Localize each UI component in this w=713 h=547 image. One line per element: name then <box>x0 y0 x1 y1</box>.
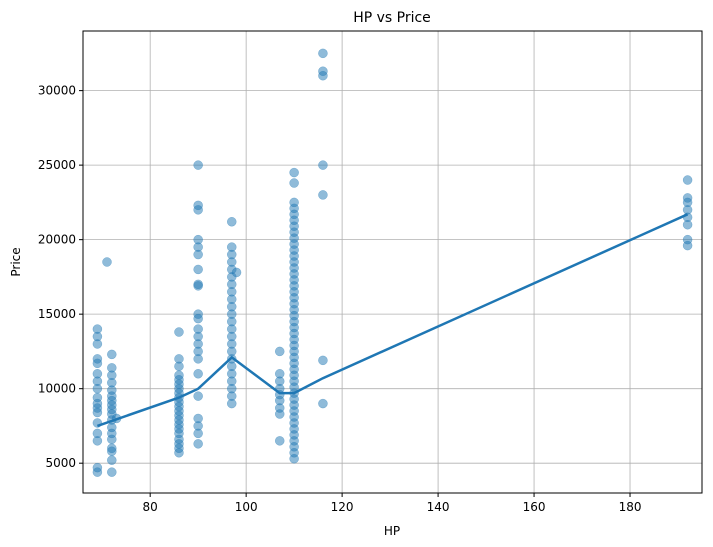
grid-lines <box>83 31 702 493</box>
data-point <box>318 190 328 200</box>
data-point <box>193 279 203 290</box>
data-point <box>318 398 328 409</box>
data-point <box>274 346 285 357</box>
data-point <box>289 178 299 188</box>
data-point <box>174 370 184 381</box>
data-point <box>107 349 117 360</box>
data-point <box>193 200 203 211</box>
chart-title: HP vs Price <box>353 10 431 26</box>
data-point <box>193 264 203 275</box>
data-point <box>289 167 299 178</box>
data-point <box>318 48 328 59</box>
data-point <box>193 439 203 449</box>
data-point <box>174 327 184 337</box>
data-point <box>174 354 184 364</box>
y-tick-label: 25000 <box>38 158 76 172</box>
x-tick-label: 120 <box>331 500 354 514</box>
data-point <box>107 443 117 454</box>
y-axis-ticks: 5000 10000 15000 20000 25000 30000 <box>38 84 83 470</box>
x-tick-label: 160 <box>523 500 546 514</box>
trend-line <box>96 213 689 428</box>
data-point <box>318 355 328 366</box>
x-tick-label: 140 <box>427 500 450 514</box>
data-point <box>193 369 203 379</box>
data-point <box>682 234 693 245</box>
data-point <box>102 257 112 267</box>
data-point <box>193 391 203 401</box>
data-point <box>92 369 103 379</box>
data-point <box>92 462 103 473</box>
scatter-points <box>92 48 693 477</box>
data-point <box>193 324 203 334</box>
data-point <box>274 369 285 379</box>
data-point <box>92 428 103 439</box>
data-point <box>289 197 299 208</box>
data-point <box>318 66 328 76</box>
data-point <box>193 309 203 319</box>
data-point <box>318 160 328 170</box>
data-point <box>92 392 103 403</box>
data-point <box>107 455 117 465</box>
y-tick-label: 10000 <box>38 382 76 396</box>
y-tick-label: 30000 <box>38 84 76 98</box>
x-tick-label: 180 <box>619 500 642 514</box>
data-point <box>227 242 237 252</box>
x-tick-label: 80 <box>143 500 158 514</box>
data-point <box>107 363 117 373</box>
y-tick-label: 20000 <box>38 233 76 247</box>
data-point <box>92 324 103 334</box>
data-point <box>231 267 242 278</box>
data-point <box>682 175 693 185</box>
data-point <box>274 436 285 446</box>
data-point <box>193 234 203 245</box>
x-tick-label: 100 <box>235 500 258 514</box>
y-tick-label: 5000 <box>45 456 76 470</box>
data-point <box>227 217 237 227</box>
plot-frame <box>82 30 703 494</box>
data-point <box>92 354 103 364</box>
data-point <box>682 193 693 203</box>
x-axis-label: HP <box>384 524 400 538</box>
data-point <box>193 160 203 170</box>
y-axis-label: Price <box>9 247 23 276</box>
data-point <box>107 467 117 477</box>
data-point <box>193 413 203 424</box>
x-axis-ticks: 80 100 120 140 160 180 <box>143 493 642 514</box>
y-tick-label: 15000 <box>38 307 76 321</box>
